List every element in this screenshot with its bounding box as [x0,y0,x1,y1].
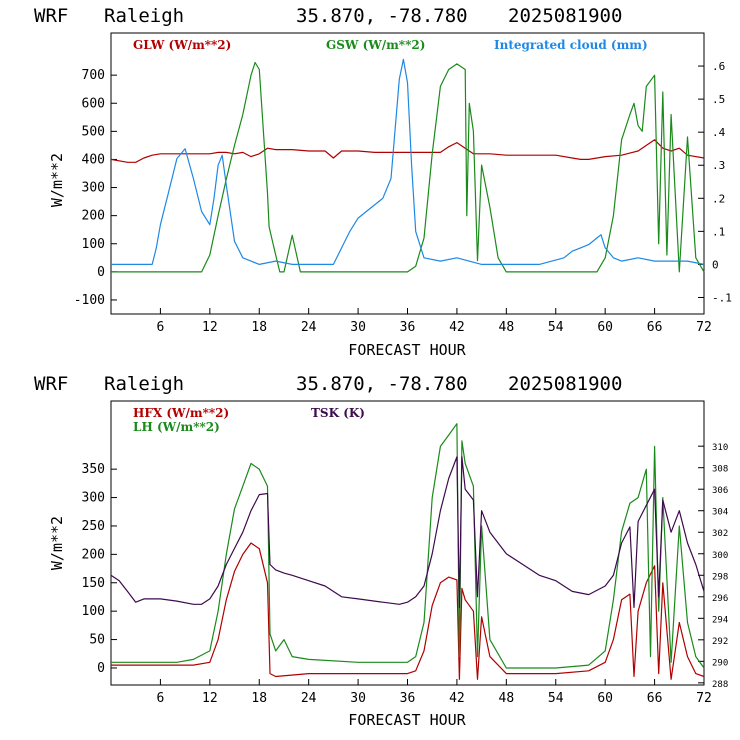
y2-tick-label: 296 [712,594,728,604]
legend-cloud: Integrated cloud (mm) [494,38,648,52]
series-group [110,423,705,680]
x-tick-label: 48 [499,320,515,335]
x-axis: 6 12 18 24 30 36 42 48 54 60 66 72 [157,679,712,706]
x-tick-label: 24 [301,320,317,335]
y-tick-label: 0 [97,265,105,280]
y2-tick-label: 308 [712,465,728,475]
y-axis-label: W/m**2 [48,516,66,570]
y2-tick-label: 0 [712,258,719,271]
y2-tick-label: .3 [712,159,725,172]
x-tick-label: 6 [157,320,165,335]
y2-tick-label: .1 [712,225,725,238]
legend-lh: LH (W/m**2) [133,420,220,434]
series-line-hfx [111,542,705,680]
y-tick-label: 100 [82,237,105,252]
y2-tick-label: 302 [712,529,728,539]
series-line-glw [110,139,705,163]
y-axis-left: -100 0 100 200 300 400 500 600 700 [74,68,117,308]
header-model: WRF [34,5,68,27]
y-tick-label: 150 [82,576,105,591]
y-axis-label: W/m**2 [48,153,66,207]
y-axis-left: 0 50 100 150 200 250 300 350 [82,462,117,676]
x-axis: 6 12 18 24 30 36 42 48 54 60 66 72 [157,308,712,335]
x-tick-label: 30 [350,691,366,706]
panel-radiation: WRF Raleigh 35.870, -78.780 2025081900 G… [34,5,732,359]
legend-gsw: GSW (W/m**2) [326,38,425,52]
y-tick-label: 300 [82,181,105,196]
series-line-tsk [110,456,705,609]
x-tick-label: 48 [499,691,515,706]
header-date: 2025081900 [508,5,622,27]
y2-tick-label: 288 [712,680,728,690]
x-tick-label: 24 [301,691,317,706]
header-coords: 35.870, -78.780 [296,5,468,27]
x-tick-label: 12 [202,320,218,335]
y-tick-label: -100 [74,293,105,308]
plot-frame [110,400,705,686]
x-tick-label: 60 [597,320,613,335]
x-axis-label: FORECAST HOUR [348,711,466,729]
x-tick-label: 42 [449,320,465,335]
series-line-integrated [111,58,705,265]
y-tick-label: 100 [82,604,105,619]
y-axis-right: 288 290 292 294 296 298 300 302 304 306 308 310 [698,443,728,690]
x-tick-label: 12 [202,691,218,706]
series-group [110,58,705,273]
y2-tick-label: 306 [712,486,728,496]
x-tick-label: 60 [597,691,613,706]
y2-tick-label: -.1 [712,291,732,304]
y-tick-label: 200 [82,209,105,224]
y-tick-label: 250 [82,519,105,534]
legend-hfx: HFX (W/m**2) [133,406,229,420]
y-tick-label: 350 [82,462,105,477]
y2-tick-label: 290 [712,658,728,668]
y-tick-label: 700 [82,68,105,83]
y2-tick-label: 294 [712,615,728,625]
x-tick-label: 18 [251,320,267,335]
y-tick-label: 200 [82,547,105,562]
y-tick-label: 500 [82,124,105,139]
y2-tick-label: 292 [712,637,728,647]
x-tick-label: 66 [647,320,663,335]
x-tick-label: 54 [548,691,564,706]
header-date: 2025081900 [508,373,622,395]
header-location: Raleigh [104,5,184,27]
y-tick-label: 0 [97,661,105,676]
y2-tick-label: .4 [712,126,726,139]
panel-fluxes: WRF Raleigh 35.870, -78.780 2025081900 H… [34,373,728,729]
legend-tsk: TSK (K) [311,406,365,420]
x-tick-label: 66 [647,691,663,706]
header-coords: 35.870, -78.780 [296,373,468,395]
x-tick-label: 30 [350,320,366,335]
y-tick-label: 400 [82,152,105,167]
x-tick-label: 42 [449,691,465,706]
y-tick-label: 50 [89,633,105,648]
header-model: WRF [34,373,68,395]
x-tick-label: 18 [251,691,267,706]
x-tick-label: 6 [157,691,165,706]
x-tick-label: 72 [696,320,712,335]
x-tick-label: 54 [548,320,564,335]
x-axis-label: FORECAST HOUR [348,341,466,359]
y2-tick-label: 310 [712,443,728,453]
header-location: Raleigh [104,373,184,395]
y-tick-label: 300 [82,491,105,506]
series-line-gsw [111,61,705,273]
y-axis-right: -.1 0 .1 .2 .3 .4 .5 .6 [698,60,732,304]
legend-glw: GLW (W/m**2) [133,38,231,52]
y2-tick-label: .2 [712,192,725,205]
y2-tick-label: .6 [712,60,725,73]
x-tick-label: 36 [400,320,416,335]
y-tick-label: 600 [82,96,105,111]
x-tick-label: 36 [400,691,416,706]
y2-tick-label: 300 [712,551,728,561]
y2-tick-label: .5 [712,93,725,106]
x-tick-label: 72 [696,691,712,706]
y2-tick-label: 304 [712,508,728,518]
y2-tick-label: 298 [712,572,728,582]
